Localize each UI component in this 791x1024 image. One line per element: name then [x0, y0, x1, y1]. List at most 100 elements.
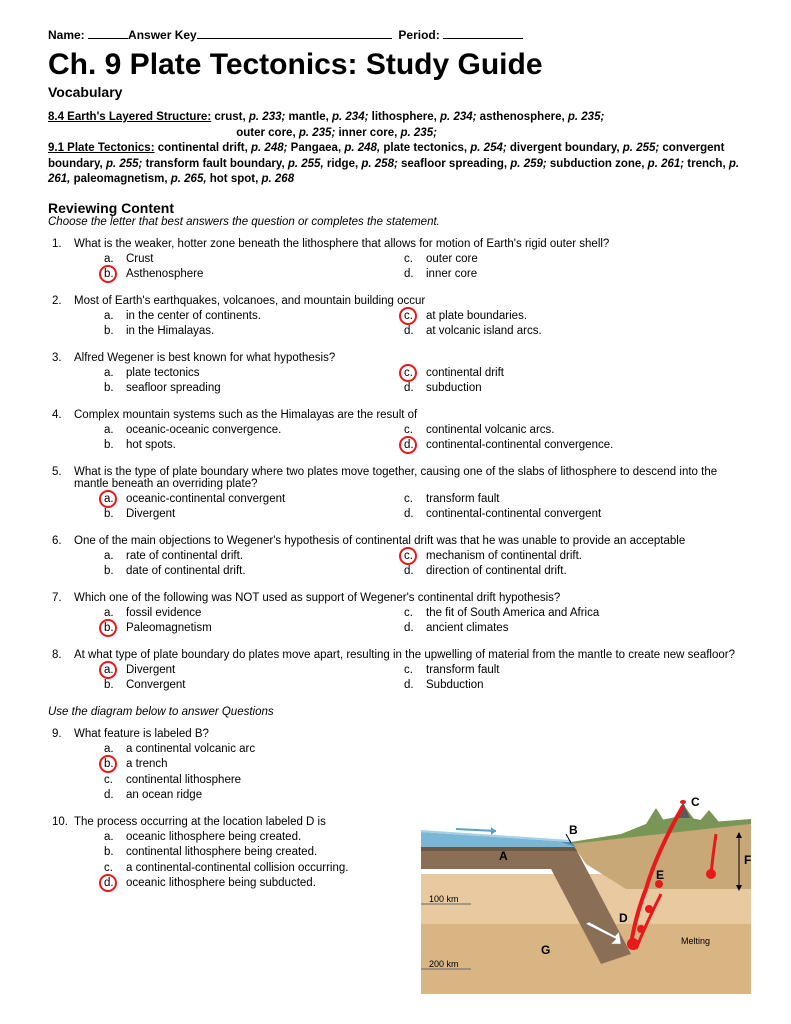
choice-text: seafloor spreading [126, 381, 404, 397]
answer-choice: b.Divergent [104, 507, 404, 523]
period-blank [443, 38, 523, 39]
choice-text: oceanic-continental convergent [126, 492, 404, 508]
choice-letter: d. [104, 788, 126, 804]
choice-text: Asthenosphere [126, 267, 404, 283]
choice-text: continental drift [426, 366, 684, 382]
choice-text: at plate boundaries. [426, 309, 684, 325]
choice-text: mechanism of continental drift. [426, 549, 684, 565]
choice-letter: c. [404, 309, 426, 325]
choice-letter: b. [104, 267, 126, 283]
answer-choice: b.Convergent [104, 678, 404, 694]
choice-letter: b. [104, 678, 126, 694]
answer-choice: b.in the Himalayas. [104, 324, 404, 340]
choice-text: direction of continental drift. [426, 564, 684, 580]
question-block: 9.What feature is labeled B?a.a continen… [74, 728, 743, 804]
choice-text: oceanic-oceanic convergence. [126, 423, 404, 439]
choice-letter: b. [104, 381, 126, 397]
answer-choice: d.subduction [404, 381, 684, 397]
choice-letter: c. [404, 423, 426, 439]
choice-text: subduction [426, 381, 684, 397]
label-G: G [541, 943, 550, 957]
choice-letter: b. [104, 564, 126, 580]
answer-choice: a.Divergent [104, 663, 404, 679]
label-B: B [569, 823, 578, 837]
question-text: What is the type of plate boundary where… [74, 466, 743, 490]
choice-text: plate tectonics [126, 366, 404, 382]
depth-100: 100 km [429, 894, 459, 904]
vocab-line-1: 8.4 Earth's Layered Structure: crust, p.… [48, 110, 743, 141]
period-label: Period: [398, 28, 439, 42]
choice-letter: d. [404, 507, 426, 523]
question-number: 1. [52, 238, 62, 250]
choice-letter: a. [104, 549, 126, 565]
choice-letter: d. [404, 438, 426, 454]
choice-text: Divergent [126, 507, 404, 523]
vocab-sec1-title: 8.4 Earth's Layered Structure: [48, 111, 211, 123]
choice-text: inner core [426, 267, 684, 283]
choice-letter: a. [104, 663, 126, 679]
question-text: What is the weaker, hotter zone beneath … [74, 238, 743, 250]
choice-letter: c. [404, 606, 426, 622]
choice-letter: a. [104, 309, 126, 325]
choice-text: in the Himalayas. [126, 324, 404, 340]
choice-letter: a. [104, 366, 126, 382]
answer-choice: c.continental drift [404, 366, 684, 382]
choice-text: transform fault [426, 663, 684, 679]
choice-letter: c. [404, 492, 426, 508]
question-number: 4. [52, 409, 62, 421]
choice-letter: a. [104, 742, 126, 758]
answer-choice: c.the fit of South America and Africa [404, 606, 684, 622]
question-text: Most of Earth's earthquakes, volcanoes, … [74, 295, 743, 307]
choice-letter: d. [404, 381, 426, 397]
question-text: Complex mountain systems such as the Him… [74, 409, 743, 421]
vocab-section: 8.4 Earth's Layered Structure: crust, p.… [48, 110, 743, 188]
choice-text: fossil evidence [126, 606, 404, 622]
choice-letter: b. [104, 845, 126, 861]
answer-key-text: Answer Key [128, 28, 197, 42]
question-text: One of the main objections to Wegener's … [74, 535, 743, 547]
instructions: Choose the letter that best answers the … [48, 216, 743, 228]
choice-text: outer core [426, 252, 684, 268]
question-text: What feature is labeled B? [74, 728, 743, 740]
choice-text: ancient climates [426, 621, 684, 637]
choice-text: transform fault [426, 492, 684, 508]
choice-letter: d. [404, 678, 426, 694]
choice-letter: c. [404, 252, 426, 268]
header-line: Name: Answer Key Period: [48, 28, 743, 42]
answer-choice: d.at volcanic island arcs. [404, 324, 684, 340]
question-block: 1.What is the weaker, hotter zone beneat… [74, 238, 743, 283]
question-block: 5.What is the type of plate boundary whe… [74, 466, 743, 523]
answer-choice: a.oceanic-oceanic convergence. [104, 423, 404, 439]
question-number: 6. [52, 535, 62, 547]
answer-choice: d.inner core [404, 267, 684, 283]
answer-choice: d.Subduction [404, 678, 684, 694]
question-block: 6.One of the main objections to Wegener'… [74, 535, 743, 580]
answer-choice: c.transform fault [404, 663, 684, 679]
answer-choice: a.fossil evidence [104, 606, 404, 622]
choice-letter: c. [404, 366, 426, 382]
label-F: F [744, 853, 751, 867]
vocab-heading: Vocabulary [48, 84, 743, 100]
answer-choice: c.at plate boundaries. [404, 309, 684, 325]
label-E: E [656, 868, 664, 882]
answer-choice: c.transform fault [404, 492, 684, 508]
question-number: 3. [52, 352, 62, 364]
review-heading: Reviewing Content [48, 200, 743, 216]
choice-text: Crust [126, 252, 404, 268]
choice-letter: a. [104, 492, 126, 508]
name-blank-1 [88, 38, 128, 39]
diagram-instructions: Use the diagram below to answer Question… [48, 706, 743, 718]
answer-choice: a.rate of continental drift. [104, 549, 404, 565]
choice-text: a continental volcanic arc [126, 742, 743, 758]
choice-letter: a. [104, 252, 126, 268]
choice-letter: b. [104, 757, 126, 773]
choice-letter: d. [104, 876, 126, 892]
choice-text: at volcanic island arcs. [426, 324, 684, 340]
diagram-svg: A B C D E F G 100 km 200 km Melting [421, 794, 751, 994]
answer-choice: b.Asthenosphere [104, 267, 404, 283]
choice-text: rate of continental drift. [126, 549, 404, 565]
answer-choice: c.mechanism of continental drift. [404, 549, 684, 565]
answer-choice: a.Crust [104, 252, 404, 268]
question-number: 7. [52, 592, 62, 604]
choice-text: Subduction [426, 678, 684, 694]
